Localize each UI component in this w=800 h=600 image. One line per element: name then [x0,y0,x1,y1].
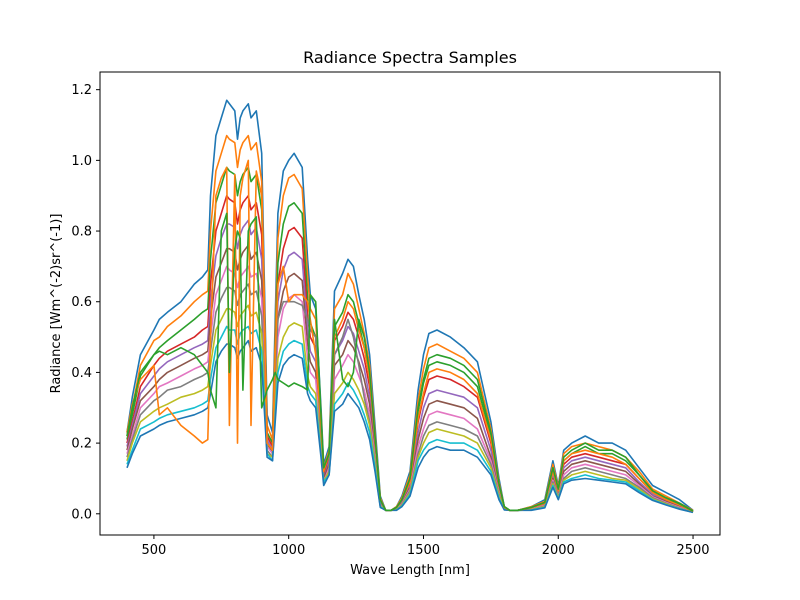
y-tick-label: 1.2 [71,83,92,98]
y-axis-label: Radiance [Wm^(-2)sr^(-1)] [49,214,64,394]
x-tick-label: 2500 [676,543,709,558]
x-tick-label: 2000 [542,543,575,558]
y-tick-label: 0.6 [71,295,92,310]
x-tick-label: 1500 [407,543,440,558]
chart-title: Radiance Spectra Samples [303,48,517,67]
y-tick-label: 0.8 [71,225,92,240]
series-line-13 [126,212,694,512]
plot-frame [99,71,721,536]
x-axis: 500 1000 1500 2000 2500 [141,535,710,558]
x-axis-label: Wave Length [nm] [350,563,470,578]
x-tick-label: 1000 [272,543,305,558]
y-axis: 0.0 0.2 0.4 0.6 0.8 1.0 1.2 [71,83,100,522]
series-lines [126,99,694,514]
y-tick-label: 0.4 [71,366,92,381]
y-tick-label: 0.0 [71,507,92,522]
y-tick-label: 0.2 [71,437,92,452]
x-tick-label: 500 [141,543,166,558]
series-line-11 [126,339,694,514]
y-tick-label: 1.0 [71,154,92,169]
